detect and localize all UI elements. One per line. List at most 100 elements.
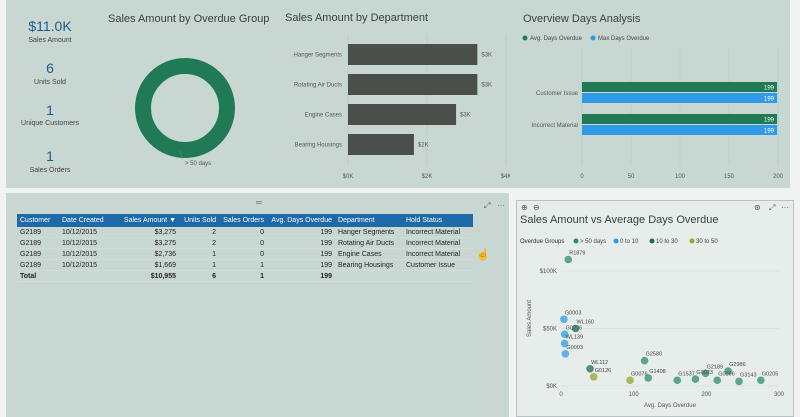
drill-down-icon[interactable]: ⊖ [533, 203, 540, 212]
scatter-x-label: Avg. Days Overdue [644, 403, 697, 409]
col-hold-status[interactable]: Hold Status [403, 214, 473, 227]
total-units-sold: 6 [212, 272, 216, 280]
scatter-point [673, 376, 682, 385]
col-sales-orders[interactable]: Sales Orders [219, 214, 267, 227]
cell-customer: G2189 [20, 250, 42, 258]
cell-sales-orders: 0 [260, 239, 264, 247]
scatter-point [757, 376, 765, 385]
scatter-y-label: Sales Amount [527, 300, 533, 337]
scatter-point [560, 330, 569, 339]
scatter-point-label: G2580 [646, 352, 663, 358]
focus-mode-icon[interactable]: ⤢ [484, 201, 491, 210]
scatter-point-label: G0096 [718, 371, 735, 377]
scatter-legend-label: 0 to 10 [620, 239, 639, 245]
kpi-sales-orders-value: 1 [46, 148, 54, 164]
kpi-unique-customers-label: Unique Customers [21, 120, 79, 127]
days-bar-chart[interactable]: Avg. Days Overdue Max Days Overdue 0 50 100 1… [518, 30, 786, 182]
scatter-point-label: G0126 [595, 368, 612, 374]
more-options-icon[interactable]: ··· [781, 203, 789, 212]
kpi-units-sold-value: 6 [46, 60, 54, 76]
sales-table: Customer Date Created Sales Amount ▼ Uni… [17, 214, 473, 282]
scatter-point-label: G0003 [566, 345, 583, 351]
scatter-point [564, 255, 573, 264]
scatter-point [724, 367, 732, 375]
cell-hold-status: Incorrect Material [406, 239, 461, 247]
table-row[interactable]: G2189 10/12/2015 $1,669 1 1 199 Bearing … [17, 260, 473, 271]
scatter-point-label: WL112 [591, 360, 608, 366]
scatter-legend-label: 10 to 30 [656, 239, 678, 245]
scatter-x-tick: 100 [629, 392, 640, 398]
days-legend-marker [522, 35, 528, 41]
cell-avg-days: 199 [320, 228, 332, 236]
col-sales-amount[interactable]: Sales Amount ▼ [113, 214, 179, 227]
col-date-created[interactable]: Date Created [59, 214, 113, 227]
focus-mode-icon[interactable]: ⤢ [769, 203, 776, 212]
days-legend-marker [590, 35, 596, 41]
donut-chart[interactable]: > 50 days [120, 55, 250, 170]
drag-handle-icon[interactable]: ═ [256, 198, 262, 207]
dept-bar [348, 74, 478, 95]
cell-sales-amount: $3,275 [154, 228, 176, 236]
cell-customer: G2189 [20, 261, 42, 269]
drill-up-icon[interactable]: ⊕ [521, 203, 528, 212]
col-department[interactable]: Department [335, 214, 403, 227]
donut-slice-label: > 50 days [185, 161, 211, 167]
days-x-tick: 0 [580, 174, 584, 180]
cell-hold-status: Customer Issue [406, 261, 456, 269]
col-avg-days-overdue[interactable]: Avg. Days Overdue [267, 214, 335, 227]
scatter-point-label: WL139 [566, 334, 583, 340]
scatter-point-label: G0205 [762, 371, 779, 377]
days-x-tick: 150 [724, 174, 735, 180]
cell-units-sold: 1 [212, 250, 216, 258]
col-customer[interactable]: Customer [17, 214, 59, 227]
days-bar [582, 114, 778, 124]
scatter-point-label: G1537 [678, 371, 695, 377]
scatter-legend-marker [613, 238, 619, 244]
days-bar-label: 199 [764, 129, 775, 135]
scatter-point [640, 356, 649, 365]
scatter-point [644, 374, 652, 382]
cell-customer: G2189 [20, 239, 42, 247]
dept-bar-label: $3K [481, 83, 492, 89]
days-category-label: Customer Issue [536, 91, 579, 97]
table-row[interactable]: G2189 10/12/2015 $3,275 2 0 199 Hanger S… [17, 227, 473, 238]
cell-date: 10/12/2015 [62, 261, 98, 269]
sort-desc-icon[interactable]: ▼ [169, 217, 176, 224]
expand-down-icon[interactable]: ⊛ [754, 203, 761, 212]
col-units-sold[interactable]: Units Sold [179, 214, 219, 227]
scatter-y-tick: $50K [543, 327, 557, 333]
days-bar [582, 82, 778, 92]
more-options-icon[interactable]: ··· [497, 201, 505, 210]
table-total-row: Total $10,955 6 1 199 [17, 271, 473, 282]
scatter-title: Sales Amount vs Average Days Overdue [520, 214, 719, 226]
kpi-sales-orders-label: Sales Orders [29, 167, 71, 174]
scatter-point-label: G3143 [740, 372, 757, 378]
table-row[interactable]: G2189 10/12/2015 $2,736 1 0 199 Engine C… [17, 249, 473, 260]
scatter-legend-marker [689, 238, 695, 244]
scatter-legend-title: Overdue Groups [520, 239, 564, 245]
cell-avg-days: 199 [320, 250, 332, 258]
dept-bar-chart[interactable]: $0K $2K $4K Hanger Segments $3K Rotating Air … [280, 30, 510, 182]
table-row[interactable]: G2189 10/12/2015 $3,275 2 0 199 Rotating… [17, 238, 473, 249]
donut-leader-line [179, 150, 184, 160]
scatter-point [589, 373, 598, 381]
cell-sales-amount: $3,275 [154, 239, 176, 247]
table-header-row: Customer Date Created Sales Amount ▼ Uni… [17, 214, 473, 227]
dept-category-label: Bearing Housings [295, 143, 342, 149]
scatter-chart[interactable]: Overdue Groups > 50 days 0 to 10 10 to 30 30… [517, 228, 793, 416]
cell-sales-orders: 1 [260, 261, 264, 269]
scatter-panel [516, 200, 794, 417]
cell-units-sold: 1 [212, 261, 216, 269]
days-bar [582, 125, 778, 135]
scatter-legend-label: 30 to 50 [696, 239, 718, 245]
dept-bar-label: $3K [460, 113, 471, 119]
cell-hold-status: Incorrect Material [406, 250, 461, 258]
days-category-label: Incorrect Material [532, 123, 578, 129]
kpi-sales-amount-value: $11.0K [28, 18, 72, 34]
total-label: Total [20, 272, 37, 280]
mouse-cursor-icon: ☝ [476, 249, 490, 261]
scatter-x-tick: 300 [774, 392, 785, 398]
donut-slice-over-50 [135, 58, 235, 158]
cell-department: Bearing Housings [338, 261, 394, 269]
col-sales-amount-label: Sales Amount [123, 217, 168, 224]
